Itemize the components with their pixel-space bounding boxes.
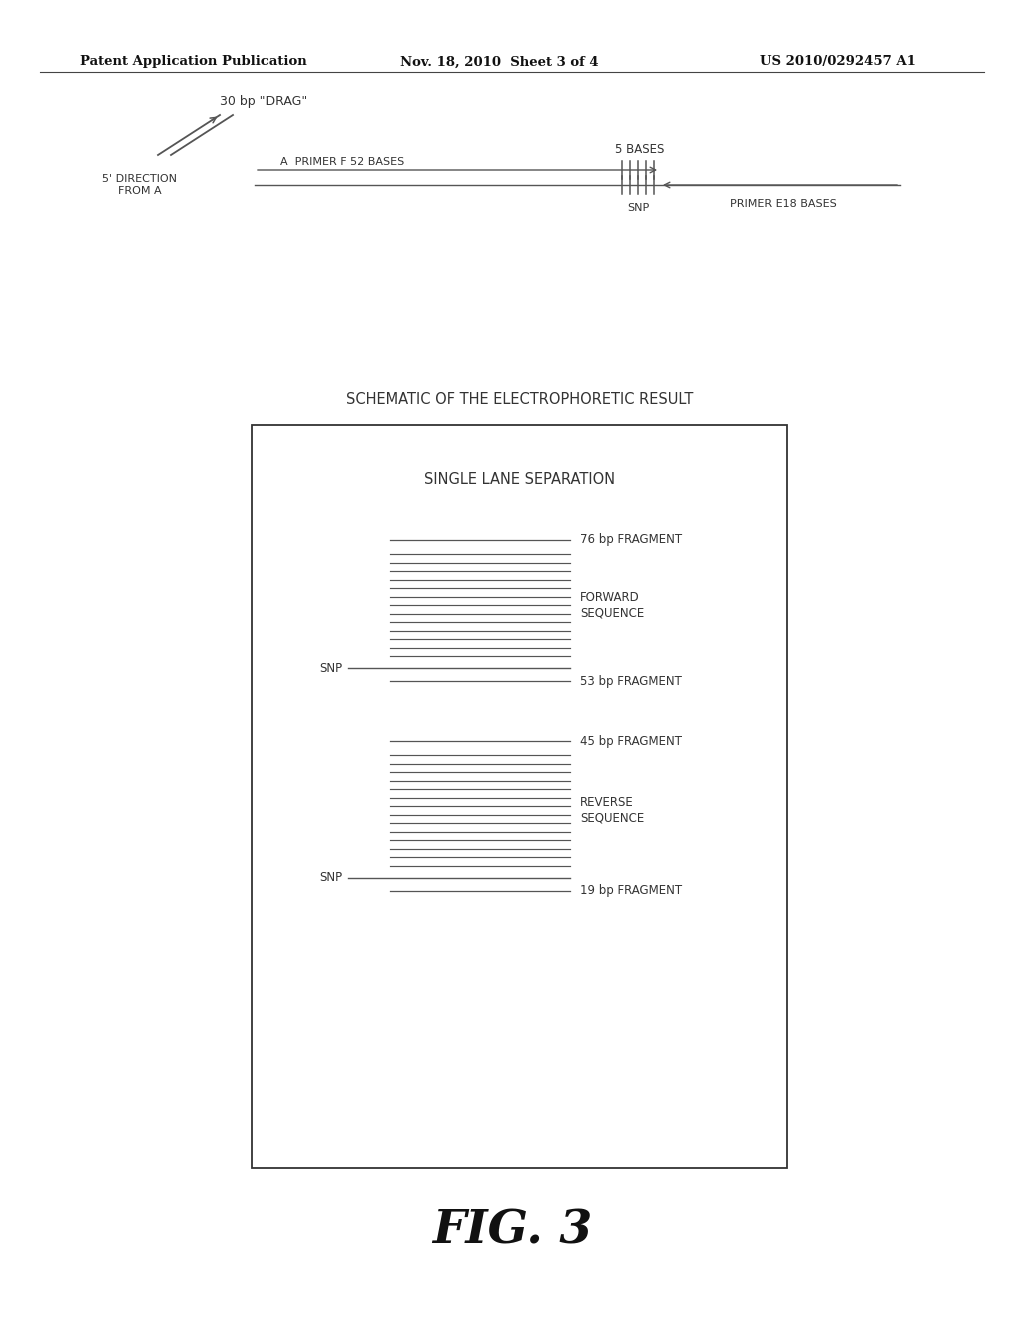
Text: 5' DIRECTION
FROM A: 5' DIRECTION FROM A xyxy=(102,174,177,195)
Text: SCHEMATIC OF THE ELECTROPHORETIC RESULT: SCHEMATIC OF THE ELECTROPHORETIC RESULT xyxy=(346,392,693,407)
Text: 76 bp FRAGMENT: 76 bp FRAGMENT xyxy=(580,533,682,546)
Text: 19 bp FRAGMENT: 19 bp FRAGMENT xyxy=(580,884,682,898)
Bar xyxy=(252,425,787,1168)
Text: 45 bp FRAGMENT: 45 bp FRAGMENT xyxy=(580,734,682,747)
Text: PRIMER E18 BASES: PRIMER E18 BASES xyxy=(730,199,837,209)
Text: 53 bp FRAGMENT: 53 bp FRAGMENT xyxy=(580,675,682,688)
Text: A  PRIMER F 52 BASES: A PRIMER F 52 BASES xyxy=(280,157,404,168)
Text: SNP: SNP xyxy=(318,871,342,884)
Text: Patent Application Publication: Patent Application Publication xyxy=(80,55,307,69)
Text: US 2010/0292457 A1: US 2010/0292457 A1 xyxy=(760,55,915,69)
Text: FORWARD
SEQUENCE: FORWARD SEQUENCE xyxy=(580,591,644,619)
Text: SNP: SNP xyxy=(318,661,342,675)
Text: REVERSE
SEQUENCE: REVERSE SEQUENCE xyxy=(580,796,644,824)
Text: FIG. 3: FIG. 3 xyxy=(432,1206,592,1253)
Text: Nov. 18, 2010  Sheet 3 of 4: Nov. 18, 2010 Sheet 3 of 4 xyxy=(400,55,599,69)
Text: 30 bp "DRAG": 30 bp "DRAG" xyxy=(220,95,307,108)
Text: 5 BASES: 5 BASES xyxy=(615,143,665,156)
Text: SNP: SNP xyxy=(627,203,649,213)
Text: SINGLE LANE SEPARATION: SINGLE LANE SEPARATION xyxy=(424,473,615,487)
